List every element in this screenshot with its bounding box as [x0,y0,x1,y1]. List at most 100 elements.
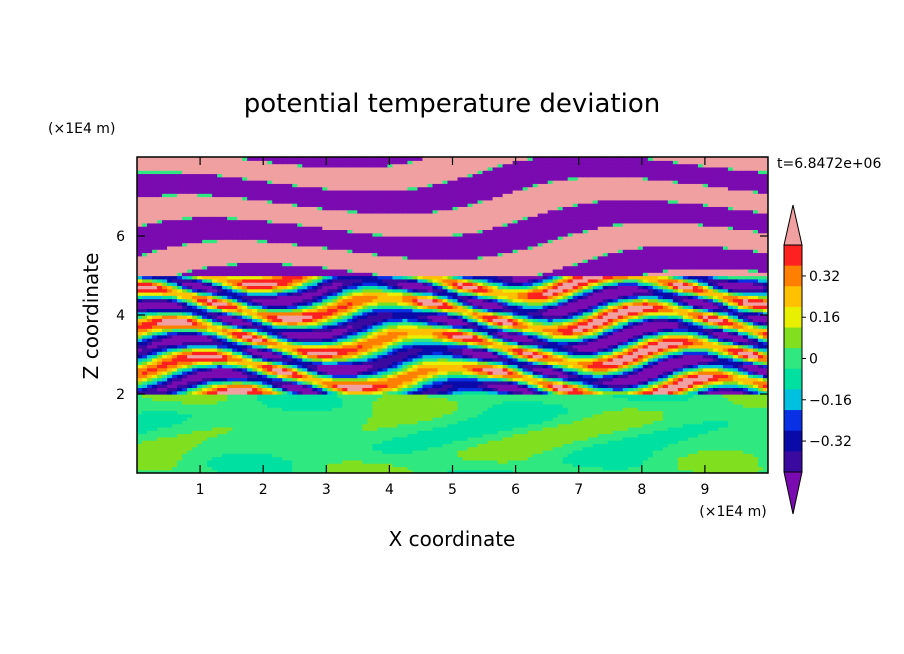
field-cell [682,423,689,428]
field-cell [607,436,614,441]
field-cell [347,400,353,405]
field-cell [377,443,383,448]
field-cell [617,456,624,461]
field-cell [517,423,524,428]
field-cell [197,440,203,444]
field-cell [162,440,168,444]
field-cell [727,410,734,415]
field-cell [657,446,664,451]
field-cell [547,423,554,428]
field-cell [672,446,679,451]
field-cell [197,446,203,451]
field-cell [362,436,368,441]
field-cell [327,410,333,415]
field-cell [472,407,479,412]
field-cell [527,449,534,454]
field-cell [432,426,439,431]
field-cell [747,469,754,473]
field-cell [412,400,419,405]
field-cell [147,446,153,451]
field-cell [227,446,233,451]
field-cell [312,436,318,441]
field-cell [637,423,644,428]
field-cell [252,400,258,405]
field-cell [637,449,644,454]
field-cell [677,430,684,435]
field-cell [587,433,594,438]
field-cell [562,449,569,454]
field-cell [327,459,333,464]
field-cell [277,410,283,415]
field-cell [467,469,474,473]
field-cell [222,420,228,425]
field-cell [422,436,429,441]
field-cell [627,463,634,468]
field-cell [417,443,424,448]
field-cell [292,466,298,471]
field-cell [512,433,519,438]
field-cell [357,453,363,458]
field-cell [422,456,429,461]
field-cell [582,459,589,464]
field-cell [582,466,589,471]
field-cell [367,469,373,473]
field-cell [422,423,429,428]
field-cell [382,417,388,421]
field-cell [222,413,228,418]
field-cell [757,456,764,461]
field-cell [762,413,768,418]
field-cell [482,403,489,408]
field-cell [602,410,609,415]
field-cell [482,430,489,435]
field-cell [382,459,388,464]
field-cell [172,443,178,448]
field-cell [707,466,714,471]
field-cell [207,436,213,441]
field-cell [452,397,459,402]
field-cell [742,426,749,431]
field-cell [622,440,629,444]
field-cell [742,456,749,461]
field-cell [607,397,614,402]
field-cell [417,436,424,441]
field-cell [717,423,724,428]
field-cell [652,423,659,428]
field-cell [352,400,358,405]
field-cell [507,459,514,464]
field-cell [282,417,288,421]
field-cell [452,436,459,441]
field-cell [397,446,404,451]
field-cell [192,413,198,418]
field-cell [197,443,203,448]
field-cell [212,423,218,428]
field-cell [212,413,218,418]
field-cell [457,469,464,473]
field-cell [712,459,719,464]
field-cell [267,407,273,412]
field-cell [167,400,173,405]
field-cell [727,463,734,468]
field-cell [647,469,654,473]
field-cell [177,449,183,454]
field-cell [697,466,704,471]
field-cell [317,453,323,458]
field-cell [512,423,519,428]
field-cell [652,397,659,402]
field-cell [542,400,549,405]
field-cell [482,400,489,405]
field-cell [567,403,574,408]
field-cell [692,469,699,473]
field-cell [367,397,373,402]
field-cell [482,423,489,428]
field-cell [402,410,409,415]
field-cell [402,443,409,448]
field-cell [637,466,644,471]
field-cell [302,463,308,468]
field-cell [137,456,143,461]
field-cell [577,410,584,415]
field-cell [737,410,744,415]
field-cell [372,463,378,468]
field-cell [222,436,228,441]
field-cell [482,436,489,441]
field-cell [697,436,704,441]
